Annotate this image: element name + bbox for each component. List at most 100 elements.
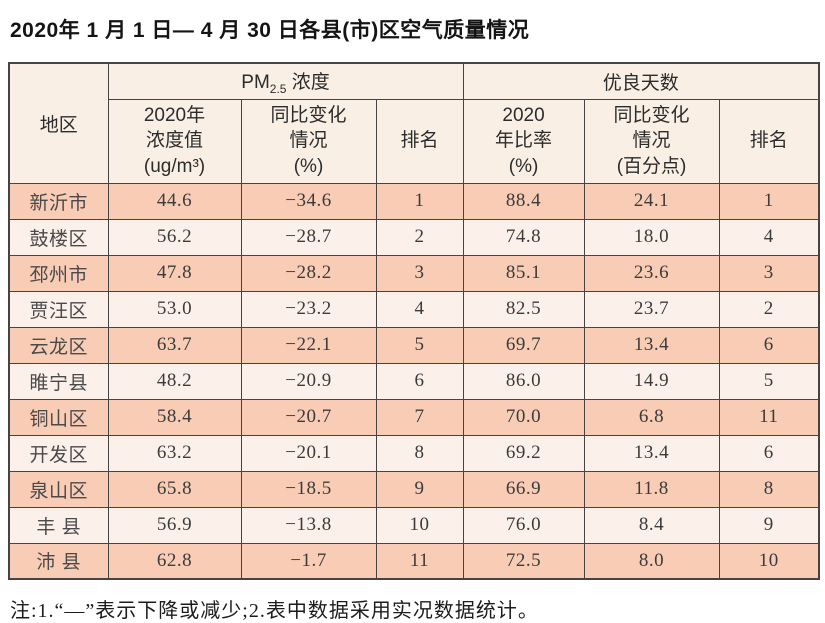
cell-good-change: 24.1 <box>583 182 720 220</box>
pm25-label-suffix: 浓度 <box>286 71 330 93</box>
cell-good-change: 23.6 <box>583 254 720 292</box>
cell-pm-value: 62.8 <box>107 542 242 580</box>
page-title: 2020年 1 月 1 日— 4 月 30 日各县(市)区空气质量情况 <box>10 19 530 42</box>
cell-pm-value: 44.6 <box>107 182 242 220</box>
table-row: 云龙区 63.7 −22.1 5 69.7 13.4 6 <box>8 326 820 364</box>
col-header-pm-rank: 排名 <box>375 98 464 184</box>
air-quality-table: 地区 PM2.5 浓度 优良天数 2020年 浓度值 (ug/m³) 同比变化 … <box>8 62 821 580</box>
cell-pm-rank: 1 <box>375 182 464 220</box>
table-row: 睢宁县 48.2 −20.9 6 86.0 14.9 5 <box>8 362 820 400</box>
table-row: 铜山区 58.4 −20.7 7 70.0 6.8 11 <box>8 398 820 436</box>
cell-good-change: 14.9 <box>583 362 720 400</box>
cell-pm-value: 63.2 <box>107 434 242 472</box>
cell-good-change: 13.4 <box>583 434 720 472</box>
cell-pm-change: −28.7 <box>240 218 377 256</box>
cell-pm-change: −20.1 <box>240 434 377 472</box>
cell-good-change: 8.0 <box>583 542 720 580</box>
cell-pm-change: −34.6 <box>240 182 377 220</box>
cell-pm-change: −20.7 <box>240 398 377 436</box>
col-header-region: 地区 <box>8 62 109 184</box>
cell-region: 睢宁县 <box>8 362 109 400</box>
cell-good-rank: 8 <box>718 470 820 508</box>
col-header-good-rate: 2020 年比率 (%) <box>462 98 585 184</box>
cell-pm-change: −22.1 <box>240 326 377 364</box>
col-group-good-days: 优良天数 <box>462 62 820 100</box>
table-row: 泉山区 65.8 −18.5 9 66.9 11.8 8 <box>8 470 820 508</box>
col-header-good-rank: 排名 <box>718 98 820 184</box>
cell-pm-change: −23.2 <box>240 290 377 328</box>
cell-pm-rank: 11 <box>375 542 464 580</box>
cell-good-rank: 3 <box>718 254 820 292</box>
cell-good-rank: 4 <box>718 218 820 256</box>
table-body: 新沂市 44.6 −34.6 1 88.4 24.1 1 鼓楼区 56.2 −28.7 2 74.8 1… <box>8 182 820 580</box>
col-header-good-change: 同比变化 情况 (百分点) <box>583 98 720 184</box>
cell-good-rank: 9 <box>718 506 820 544</box>
cell-region: 丰 县 <box>8 506 109 544</box>
cell-good-change: 13.4 <box>583 326 720 364</box>
cell-good-rate: 66.9 <box>462 470 585 508</box>
cell-pm-rank: 5 <box>375 326 464 364</box>
cell-good-rank: 6 <box>718 434 820 472</box>
cell-region: 开发区 <box>8 434 109 472</box>
cell-region: 铜山区 <box>8 398 109 436</box>
cell-pm-change: −1.7 <box>240 542 377 580</box>
cell-good-rate: 88.4 <box>462 182 585 220</box>
cell-pm-rank: 9 <box>375 470 464 508</box>
cell-pm-value: 56.9 <box>107 506 242 544</box>
cell-pm-value: 48.2 <box>107 362 242 400</box>
cell-good-change: 18.0 <box>583 218 720 256</box>
cell-good-rank: 10 <box>718 542 820 580</box>
cell-good-change: 23.7 <box>583 290 720 328</box>
cell-region: 邳州市 <box>8 254 109 292</box>
cell-pm-rank: 2 <box>375 218 464 256</box>
cell-good-rank: 11 <box>718 398 820 436</box>
footnote: 注:1.“—”表示下降或减少;2.表中数据采用实况数据统计。 <box>10 600 539 622</box>
table-row: 新沂市 44.6 −34.6 1 88.4 24.1 1 <box>8 182 820 220</box>
col-group-pm25: PM2.5 浓度 <box>107 62 464 100</box>
cell-region: 沛 县 <box>8 542 109 580</box>
cell-pm-value: 63.7 <box>107 326 242 364</box>
table-row: 沛 县 62.8 −1.7 11 72.5 8.0 10 <box>8 542 820 580</box>
cell-good-rank: 1 <box>718 182 820 220</box>
cell-good-rate: 82.5 <box>462 290 585 328</box>
cell-good-rate: 85.1 <box>462 254 585 292</box>
cell-good-rate: 76.0 <box>462 506 585 544</box>
cell-region: 泉山区 <box>8 470 109 508</box>
cell-good-change: 6.8 <box>583 398 720 436</box>
table-row: 鼓楼区 56.2 −28.7 2 74.8 18.0 4 <box>8 218 820 256</box>
pm25-label-subscript: 2.5 <box>269 81 287 96</box>
cell-pm-rank: 7 <box>375 398 464 436</box>
cell-good-rank: 5 <box>718 362 820 400</box>
cell-good-rate: 74.8 <box>462 218 585 256</box>
pm25-label-prefix: PM <box>241 71 270 93</box>
cell-pm-rank: 6 <box>375 362 464 400</box>
table-row: 开发区 63.2 −20.1 8 69.2 13.4 6 <box>8 434 820 472</box>
table-row: 贾汪区 53.0 −23.2 4 82.5 23.7 2 <box>8 290 820 328</box>
cell-region: 云龙区 <box>8 326 109 364</box>
table-row: 丰 县 56.9 −13.8 10 76.0 8.4 9 <box>8 506 820 544</box>
cell-pm-change: −20.9 <box>240 362 377 400</box>
cell-pm-rank: 10 <box>375 506 464 544</box>
cell-pm-rank: 3 <box>375 254 464 292</box>
cell-pm-value: 58.4 <box>107 398 242 436</box>
cell-pm-value: 47.8 <box>107 254 242 292</box>
col-header-pm-value: 2020年 浓度值 (ug/m³) <box>107 98 242 184</box>
cell-good-rank: 6 <box>718 326 820 364</box>
cell-pm-change: −13.8 <box>240 506 377 544</box>
cell-good-rate: 86.0 <box>462 362 585 400</box>
table-header: 地区 PM2.5 浓度 优良天数 2020年 浓度值 (ug/m³) 同比变化 … <box>8 62 820 184</box>
cell-pm-change: −18.5 <box>240 470 377 508</box>
cell-pm-change: −28.2 <box>240 254 377 292</box>
cell-region: 鼓楼区 <box>8 218 109 256</box>
cell-good-rate: 69.2 <box>462 434 585 472</box>
cell-good-rate: 70.0 <box>462 398 585 436</box>
cell-good-rate: 72.5 <box>462 542 585 580</box>
col-header-pm-change: 同比变化 情况 (%) <box>240 98 377 184</box>
cell-pm-value: 56.2 <box>107 218 242 256</box>
cell-pm-value: 65.8 <box>107 470 242 508</box>
cell-good-change: 11.8 <box>583 470 720 508</box>
cell-region: 贾汪区 <box>8 290 109 328</box>
cell-pm-value: 53.0 <box>107 290 242 328</box>
table-row: 邳州市 47.8 −28.2 3 85.1 23.6 3 <box>8 254 820 292</box>
